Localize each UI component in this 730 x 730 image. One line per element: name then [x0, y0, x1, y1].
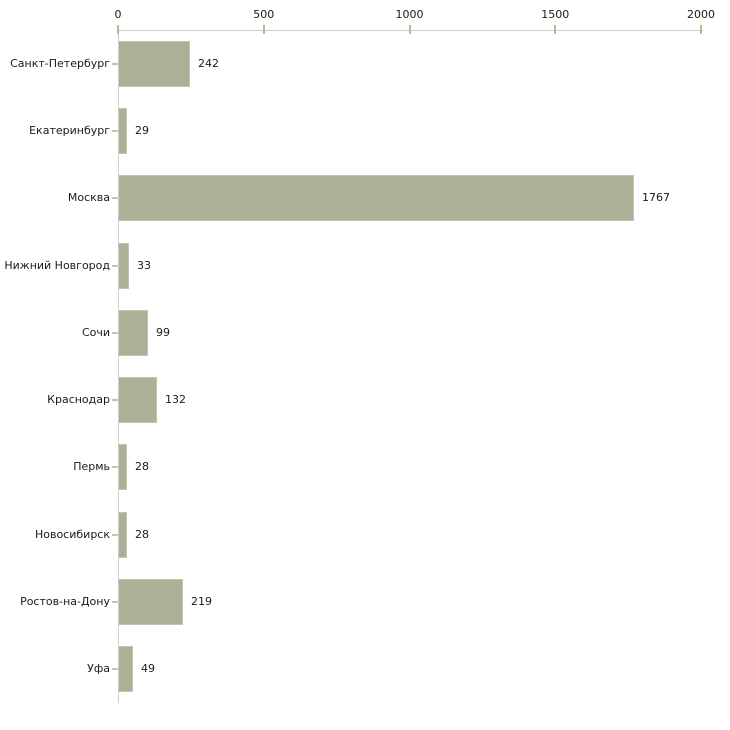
x-tick-label: 2000 — [687, 8, 715, 21]
value-label: 28 — [135, 460, 149, 474]
value-label: 242 — [198, 56, 219, 70]
y-axis-line — [118, 30, 119, 703]
category-tick — [112, 62, 118, 65]
value-label: 99 — [156, 325, 170, 339]
x-tick-label: 500 — [253, 8, 275, 21]
x-tick-label: 1000 — [395, 8, 424, 21]
category-label: Уфа — [87, 662, 110, 676]
bar — [119, 377, 157, 424]
category-tick — [112, 129, 118, 132]
x-axis-tick — [408, 25, 411, 34]
category-label: Екатеринбург — [29, 123, 110, 137]
value-label: 49 — [141, 662, 155, 676]
x-axis-tick — [554, 25, 557, 34]
bar — [119, 579, 183, 626]
bar — [119, 175, 634, 222]
value-label: 28 — [135, 527, 149, 541]
category-label: Сочи — [81, 325, 110, 339]
bar — [119, 40, 190, 87]
category-tick — [112, 601, 118, 604]
value-label: 132 — [165, 393, 186, 407]
bar — [119, 107, 127, 154]
bar — [119, 309, 148, 356]
category-label: Санкт-Петербург — [10, 56, 110, 70]
bar — [119, 242, 129, 289]
value-label: 1767 — [642, 191, 670, 205]
category-tick — [112, 533, 118, 536]
value-label: 219 — [191, 595, 212, 609]
category-tick — [112, 466, 118, 469]
category-label: Новосибирск — [34, 527, 110, 541]
category-label: Нижний Новгород — [4, 258, 110, 272]
x-axis-line — [118, 30, 703, 31]
x-tick-label: 0 — [114, 8, 122, 21]
category-label: Пермь — [73, 460, 110, 474]
category-label: Москва — [67, 191, 110, 205]
value-label: 29 — [135, 123, 149, 137]
x-axis-tick — [262, 25, 265, 34]
category-tick — [112, 264, 118, 267]
category-label: Краснодар — [47, 393, 110, 407]
category-tick — [112, 399, 118, 402]
bar — [119, 511, 127, 558]
bar — [119, 646, 133, 693]
value-label: 33 — [137, 258, 151, 272]
x-axis-tick — [700, 25, 702, 34]
x-axis-tick — [117, 25, 119, 34]
category-tick — [112, 197, 118, 200]
bar — [119, 444, 127, 491]
category-label: Ростов-на-Дону — [20, 595, 110, 609]
category-tick — [112, 668, 118, 671]
x-tick-label: 1500 — [541, 8, 570, 21]
category-tick — [112, 331, 118, 334]
